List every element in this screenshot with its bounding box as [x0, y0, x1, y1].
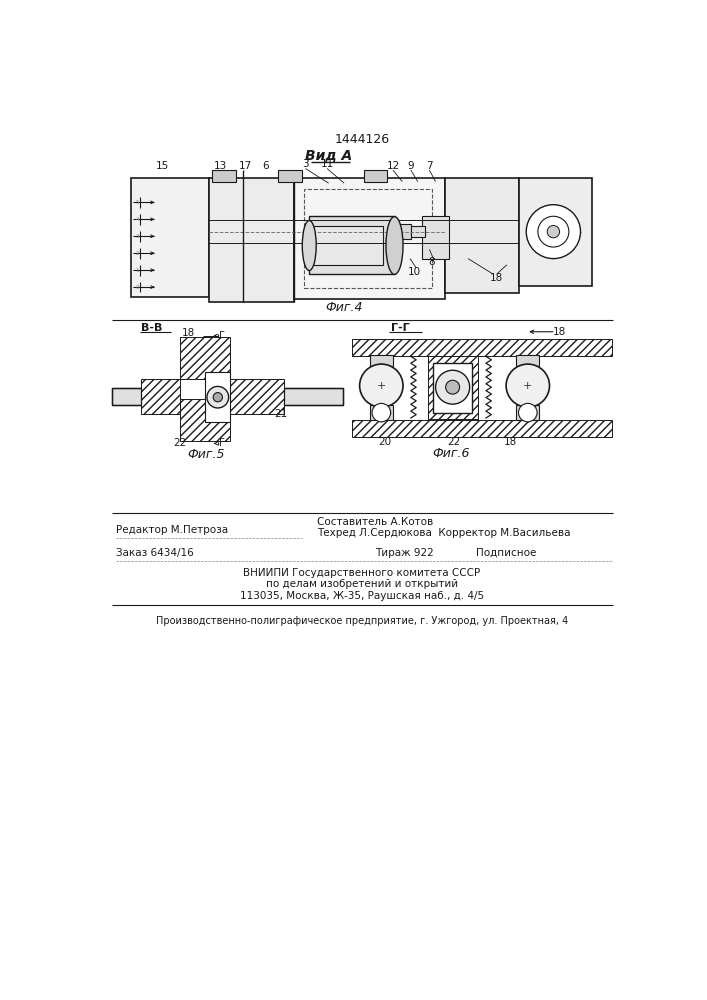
Text: 1444126: 1444126 — [334, 133, 390, 146]
Text: +: + — [377, 381, 386, 391]
Text: Г: Г — [218, 438, 225, 448]
Text: Производственно-полиграфическое предприятие, г. Ужгород, ул. Проектная, 4: Производственно-полиграфическое предприя… — [156, 615, 568, 626]
Text: 4: 4 — [136, 217, 139, 222]
Bar — [516, 405, 539, 420]
Text: 15: 15 — [156, 161, 169, 171]
Text: Фиг.6: Фиг.6 — [432, 447, 470, 460]
Text: 18: 18 — [504, 437, 518, 447]
Bar — [370, 355, 393, 366]
Bar — [180, 337, 230, 379]
Text: B-B: B-B — [141, 323, 163, 333]
Text: 3: 3 — [302, 159, 309, 169]
Circle shape — [207, 386, 228, 408]
Bar — [445, 178, 518, 293]
Circle shape — [445, 380, 460, 394]
Text: Г: Г — [218, 331, 225, 341]
Ellipse shape — [386, 217, 403, 274]
Text: Редактор М.Петроза: Редактор М.Петроза — [115, 525, 228, 535]
Text: Составитель А.Котов: Составитель А.Котов — [317, 517, 433, 527]
Text: 10: 10 — [407, 267, 421, 277]
Circle shape — [360, 364, 403, 407]
Text: 7: 7 — [426, 161, 433, 171]
Bar — [204, 372, 230, 422]
Circle shape — [506, 364, 549, 407]
Text: 13: 13 — [214, 161, 227, 171]
Text: 11: 11 — [320, 159, 334, 169]
Bar — [516, 355, 539, 366]
Circle shape — [526, 205, 580, 259]
Bar — [304, 189, 432, 288]
Text: 113035, Москва, Ж-35, Раушская наб., д. 4/5: 113035, Москва, Ж-35, Раушская наб., д. … — [240, 591, 484, 601]
Text: 22: 22 — [448, 437, 461, 447]
Text: 18: 18 — [553, 327, 566, 337]
Ellipse shape — [303, 220, 316, 271]
Text: 5: 5 — [136, 200, 139, 205]
Bar — [230, 379, 284, 414]
Bar — [395, 224, 411, 239]
Bar — [352, 420, 612, 437]
Text: Подписное: Подписное — [476, 548, 536, 558]
Bar — [433, 363, 472, 413]
Text: 18: 18 — [182, 328, 195, 338]
Bar — [284, 388, 343, 405]
Text: 21: 21 — [274, 409, 287, 419]
Text: 22: 22 — [173, 438, 187, 448]
Bar — [421, 216, 449, 259]
Text: Тираж 922: Тираж 922 — [375, 548, 434, 558]
Bar — [411, 226, 425, 237]
Bar — [209, 178, 293, 302]
Circle shape — [518, 403, 537, 422]
Bar — [131, 178, 209, 297]
Circle shape — [436, 370, 469, 404]
Bar — [309, 216, 395, 274]
Bar — [518, 178, 592, 286]
Circle shape — [372, 403, 391, 422]
Text: Техред Л.Сердюкова  Корректор М.Васильева: Техред Л.Сердюкова Корректор М.Васильева — [317, 528, 571, 538]
Bar — [279, 170, 301, 182]
Bar — [293, 178, 445, 299]
Text: 3: 3 — [136, 234, 139, 239]
Bar — [112, 388, 141, 405]
Text: 0: 0 — [136, 285, 139, 290]
Bar — [313, 226, 383, 265]
Bar — [212, 170, 235, 182]
Text: 1: 1 — [136, 268, 139, 273]
Text: 12: 12 — [386, 161, 399, 171]
Text: по делам изобретений и открытий: по делам изобретений и открытий — [266, 579, 458, 589]
Bar — [363, 170, 387, 182]
Text: Вид A: Вид A — [305, 149, 352, 163]
Text: Заказ 6434/16: Заказ 6434/16 — [115, 548, 193, 558]
Text: 6: 6 — [262, 161, 269, 171]
Text: 17: 17 — [239, 161, 252, 171]
Circle shape — [213, 393, 223, 402]
Bar — [180, 399, 230, 441]
Bar — [428, 356, 478, 419]
Text: 9: 9 — [407, 161, 414, 171]
Bar — [141, 379, 180, 414]
Text: Фиг.4: Фиг.4 — [325, 301, 363, 314]
Circle shape — [547, 225, 559, 238]
Text: 20: 20 — [379, 437, 392, 447]
Text: 18: 18 — [490, 273, 503, 283]
Text: ВНИИПИ Государственного комитета СССР: ВНИИПИ Государственного комитета СССР — [243, 568, 481, 578]
Bar — [352, 339, 612, 356]
Circle shape — [538, 216, 569, 247]
Text: 2: 2 — [136, 251, 139, 256]
Text: Фиг.5: Фиг.5 — [187, 448, 225, 461]
Text: +: + — [523, 381, 532, 391]
Text: Г-Г: Г-Г — [391, 323, 409, 333]
Bar — [370, 405, 393, 420]
Text: 8: 8 — [428, 257, 435, 267]
